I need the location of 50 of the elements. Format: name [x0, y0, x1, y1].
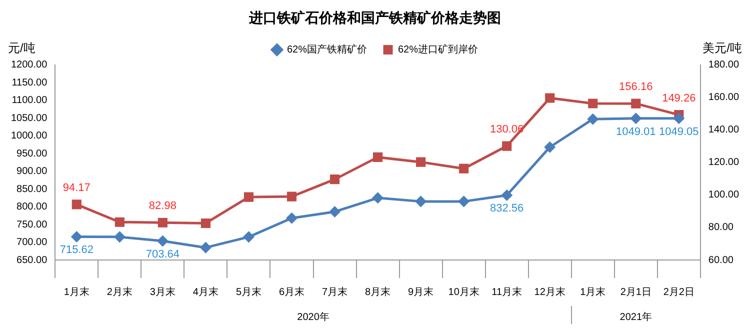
x-tick-label: 4月末: [192, 286, 218, 298]
y-tick-label: 950.00: [16, 148, 48, 160]
data-label: 82.98: [148, 200, 176, 212]
y2-tick-label: 160.00: [708, 92, 740, 104]
y-tick-label: 750.00: [16, 219, 48, 230]
data-label: 1049.01: [616, 126, 656, 138]
chart-title: 进口铁矿石价格和国产铁精矿价格走势图: [248, 9, 501, 26]
y-tick-label: 1150.00: [12, 77, 48, 88]
data-label: 149.26: [662, 92, 696, 104]
data-label: 1049.05: [659, 126, 699, 138]
text: 2021年: [620, 310, 652, 323]
data-label: 703.64: [146, 248, 180, 260]
y2-tick-label: 140.00: [708, 124, 740, 136]
y2-axis-title: 美元/吨: [702, 41, 742, 56]
y2-tick-label: 60.00: [708, 254, 734, 266]
x-tick-label: 5月末: [236, 286, 262, 298]
x-tick-label: 11月末: [492, 286, 522, 298]
y2-tick-label: 180.00: [708, 60, 740, 71]
x-tick-label: 6月末: [278, 286, 305, 298]
x-tick-label: 1月末: [580, 286, 606, 298]
y-tick-label: 650.00: [16, 254, 48, 266]
data-label: 832.56: [490, 202, 524, 215]
data-label: 156.16: [619, 81, 653, 94]
data-label: 715.62: [60, 244, 94, 256]
text: 2020年: [297, 310, 330, 323]
x-tick-label: 2月1日: [620, 286, 652, 298]
y-tick-label: 1200.00: [10, 60, 48, 71]
y2-tick-label: 120.00: [708, 157, 740, 168]
y-tick-label: 800.00: [16, 202, 48, 213]
x-tick-label: 8月末: [365, 286, 391, 298]
x-tick-label: 1月末: [64, 286, 90, 298]
y-tick-label: 850.00: [16, 184, 48, 195]
y-tick-label: 1050.00: [10, 112, 48, 124]
y-tick-label: 900.00: [16, 166, 48, 178]
y-tick-label: 700.00: [16, 237, 48, 248]
legend-label: 62%国产铁精矿价: [286, 44, 367, 56]
x-tick-label: 12月末: [534, 286, 566, 298]
x-tick-label: 3月末: [150, 286, 176, 298]
y2-tick-label: 100.00: [708, 190, 740, 201]
x-tick-label: 7月末: [322, 286, 348, 298]
y-tick-label: 1100.00: [12, 95, 48, 106]
y-axis-title: 元/吨: [8, 41, 36, 56]
x-tick-label: 2月末: [106, 286, 132, 298]
y-tick-label: 1000.00: [10, 130, 48, 142]
x-tick-label: 9月末: [408, 286, 434, 298]
legend-label: 62%进口矿到岸价: [398, 44, 478, 56]
y2-tick-label: 80.00: [708, 222, 734, 234]
data-label: 94.17: [62, 182, 90, 194]
x-tick-label: 2月2日: [663, 286, 694, 298]
x-tick-label: 10月末: [448, 286, 480, 298]
